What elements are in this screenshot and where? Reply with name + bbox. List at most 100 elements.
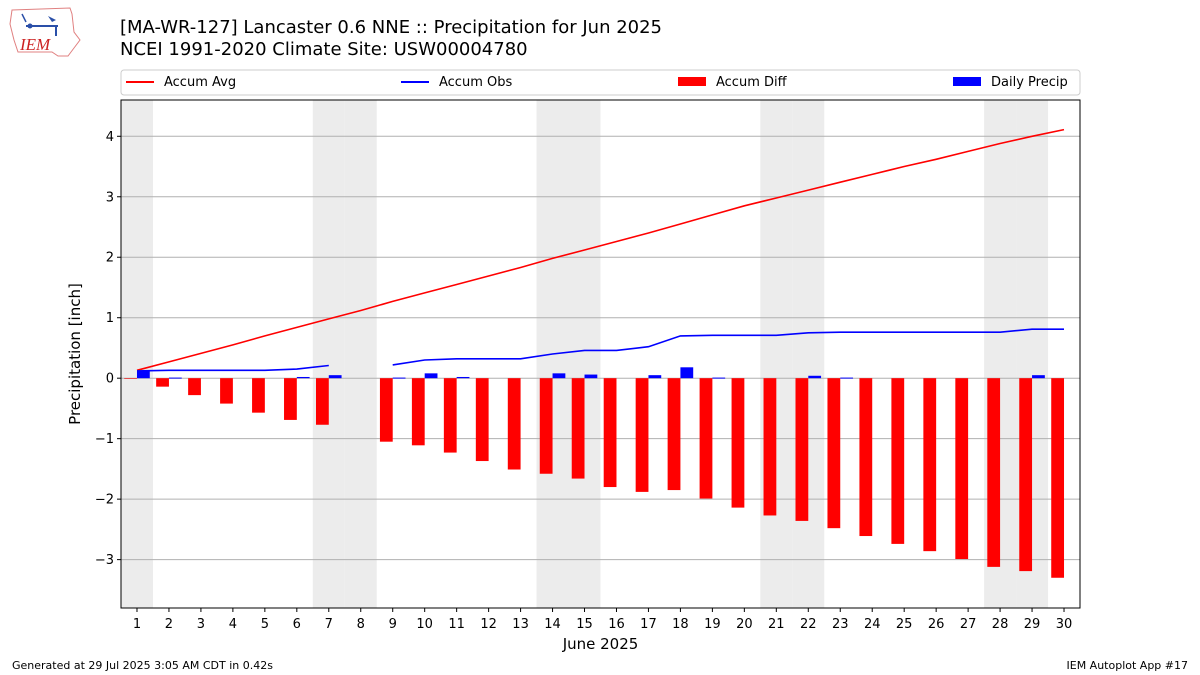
y-tick-label: 0 bbox=[106, 372, 114, 387]
x-tick-label: 9 bbox=[389, 617, 397, 632]
daily-precip-bar bbox=[168, 377, 182, 379]
x-tick-label: 11 bbox=[448, 617, 465, 632]
x-tick-label: 20 bbox=[736, 617, 753, 632]
legend-box bbox=[120, 69, 1081, 96]
accum-diff-bar bbox=[1019, 378, 1033, 572]
accum-diff-bar bbox=[699, 378, 713, 499]
y-tick-label: −1 bbox=[95, 432, 114, 447]
accum-diff-bar bbox=[124, 378, 137, 379]
accum-diff-bar bbox=[827, 378, 841, 529]
y-tick-label: 3 bbox=[106, 190, 114, 205]
x-tick-label: 21 bbox=[768, 617, 785, 632]
shade-band bbox=[344, 100, 377, 608]
grid-lines bbox=[121, 135, 1080, 561]
daily-precip-bar bbox=[840, 377, 854, 379]
bars bbox=[124, 367, 1065, 578]
accum-diff-bar bbox=[220, 378, 233, 404]
chart-title: [MA-WR-127] Lancaster 0.6 NNE :: Precipi… bbox=[120, 17, 663, 38]
accum-diff-bar bbox=[1051, 378, 1065, 578]
y-axis-label: Precipitation [inch] bbox=[66, 283, 84, 425]
x-tick-label: 22 bbox=[800, 617, 817, 632]
x-tick-label: 4 bbox=[229, 617, 237, 632]
x-tick-label: 18 bbox=[672, 617, 689, 632]
accum-diff-bar bbox=[603, 378, 617, 488]
daily-precip-bar bbox=[1032, 375, 1045, 379]
x-tick-label: 26 bbox=[928, 617, 945, 632]
accum-diff-bar bbox=[443, 378, 457, 453]
accum-diff-bar bbox=[795, 378, 809, 521]
daily-precip-bar bbox=[392, 377, 406, 379]
y-tick-label: 2 bbox=[106, 251, 114, 266]
x-tick-label: 3 bbox=[197, 617, 205, 632]
accum-diff-bar bbox=[252, 378, 265, 413]
legend-swatch bbox=[953, 77, 981, 86]
x-tick-label: 5 bbox=[261, 617, 269, 632]
accum-diff-bar bbox=[955, 378, 969, 560]
x-tick-label: 15 bbox=[576, 617, 593, 632]
legend-label: Accum Obs bbox=[439, 75, 512, 90]
accum-diff-bar bbox=[539, 378, 553, 474]
y-tick-label: 4 bbox=[106, 130, 114, 145]
accum-diff-bar bbox=[507, 378, 521, 470]
shade-band bbox=[792, 100, 825, 608]
accum-diff-bar bbox=[475, 378, 489, 462]
daily-precip-bar bbox=[680, 367, 694, 379]
x-tick-label: 1 bbox=[133, 617, 141, 632]
shade-band bbox=[568, 100, 601, 608]
x-tick-label: 27 bbox=[960, 617, 977, 632]
daily-precip-bar bbox=[456, 376, 470, 379]
accum-diff-bar bbox=[987, 378, 1001, 567]
legend-label: Accum Diff bbox=[716, 75, 788, 90]
accum-diff-bar bbox=[635, 378, 649, 492]
accum-diff-bar bbox=[284, 378, 297, 420]
x-tick-label: 13 bbox=[512, 617, 529, 632]
shade-band bbox=[312, 100, 345, 608]
accum-diff-bar bbox=[188, 378, 201, 396]
daily-precip-bar bbox=[584, 374, 598, 379]
legend-swatch bbox=[678, 77, 706, 86]
accum-obs-line bbox=[136, 364, 329, 372]
y-tick-label: −3 bbox=[95, 553, 114, 568]
y-tick-label: 1 bbox=[106, 311, 114, 326]
accum-diff-bar bbox=[571, 378, 585, 479]
accum-diff-bar bbox=[315, 378, 329, 425]
x-tick-label: 12 bbox=[480, 617, 497, 632]
accum-diff-bar bbox=[763, 378, 777, 516]
legend-label: Accum Avg bbox=[164, 75, 236, 90]
x-tick-label: 6 bbox=[293, 617, 301, 632]
daily-precip-bar bbox=[808, 375, 822, 379]
accum-diff-bar bbox=[379, 378, 393, 442]
x-tick-label: 16 bbox=[608, 617, 625, 632]
accum-diff-bar bbox=[667, 378, 681, 491]
accum-diff-bar bbox=[156, 378, 169, 387]
x-axis-label: June 2025 bbox=[562, 635, 639, 653]
y-tick-label: −2 bbox=[95, 493, 114, 508]
daily-precip-bar bbox=[712, 377, 726, 379]
x-tick-label: 10 bbox=[416, 617, 433, 632]
x-tick-label: 29 bbox=[1024, 617, 1041, 632]
legend: Accum Avg Accum Obs Accum Diff Daily Precip bbox=[120, 69, 1081, 96]
iem-logo: IEM bbox=[9, 7, 81, 57]
x-tick-label: 30 bbox=[1056, 617, 1073, 632]
generated-note: Generated at 29 Jul 2025 3:05 AM CDT in … bbox=[12, 659, 273, 672]
accum-diff-bar bbox=[411, 378, 425, 446]
daily-precip-bar bbox=[552, 373, 566, 379]
chart-subtitle: NCEI 1991-2020 Climate Site: USW00004780 bbox=[120, 39, 528, 60]
x-tick-label: 19 bbox=[704, 617, 721, 632]
daily-precip-bar bbox=[328, 375, 342, 379]
x-tick-label: 8 bbox=[357, 617, 365, 632]
daily-precip-bar bbox=[648, 375, 662, 379]
accum-obs-line bbox=[392, 328, 1064, 366]
x-tick-label: 2 bbox=[165, 617, 173, 632]
accum-diff-bar bbox=[923, 378, 937, 552]
x-tick-label: 28 bbox=[992, 617, 1009, 632]
app-note: IEM Autoplot App #17 bbox=[1066, 659, 1189, 672]
logo-text: IEM bbox=[19, 35, 51, 54]
x-tick-label: 17 bbox=[640, 617, 657, 632]
accum-diff-bar bbox=[859, 378, 873, 537]
x-tick-label: 14 bbox=[544, 617, 561, 632]
accum-diff-bar bbox=[891, 378, 905, 544]
legend-label: Daily Precip bbox=[991, 75, 1068, 90]
